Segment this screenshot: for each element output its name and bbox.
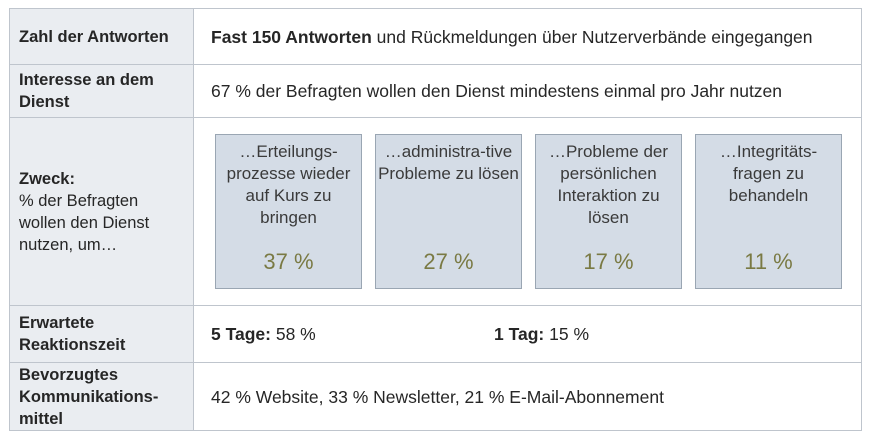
survey-summary-table: Zahl der Antworten Fast 150 Antworten un… bbox=[9, 8, 862, 431]
value-channel: 42 % Website, 33 % Newsletter, 21 % E-Ma… bbox=[194, 363, 862, 431]
row-purpose: Zweck: % der Befragten wollen den Dienst… bbox=[10, 118, 862, 306]
value-responses-rest: und Rückmeldungen über Nutzerverbände ei… bbox=[372, 27, 813, 47]
purpose-box-text: …administra-tive Probleme zu lösen bbox=[376, 135, 521, 247]
response-time-label: 5 Tage: bbox=[211, 324, 271, 344]
purpose-box-percent: 11 % bbox=[744, 249, 793, 275]
label-channel: Bevorzugtes Kommunikations-mittel bbox=[10, 363, 194, 431]
response-time-item: 1 Tag: 15 % bbox=[494, 323, 589, 345]
value-response-time: 5 Tage: 58 % 1 Tag: 15 % bbox=[194, 306, 862, 363]
purpose-box: …Probleme der persönlichen Interaktion z… bbox=[535, 134, 682, 289]
row-responses: Zahl der Antworten Fast 150 Antworten un… bbox=[10, 9, 862, 65]
purpose-box-text: …Erteilungs-prozesse wieder auf Kurs zu … bbox=[216, 135, 361, 247]
purpose-box-percent: 37 % bbox=[263, 249, 313, 275]
purpose-title: Zweck: bbox=[19, 168, 189, 190]
purpose-box-percent: 27 % bbox=[423, 249, 473, 275]
purpose-box: …administra-tive Probleme zu lösen 27 % bbox=[375, 134, 522, 289]
label-responses: Zahl der Antworten bbox=[10, 9, 194, 65]
row-channel: Bevorzugtes Kommunikations-mittel 42 % W… bbox=[10, 363, 862, 431]
label-interest: Interesse an dem Dienst bbox=[10, 65, 194, 118]
purpose-box-percent: 17 % bbox=[583, 249, 633, 275]
response-time-label: 1 Tag: bbox=[494, 324, 544, 344]
purpose-boxes: …Erteilungs-prozesse wieder auf Kurs zu … bbox=[211, 134, 861, 289]
label-purpose: Zweck: % der Befragten wollen den Dienst… bbox=[10, 118, 194, 306]
response-time-value: 15 % bbox=[544, 324, 589, 344]
purpose-subtitle: % der Befragten wollen den Dienst nutzen… bbox=[19, 190, 189, 256]
row-response-time: Erwartete Reaktionszeit 5 Tage: 58 % 1 T… bbox=[10, 306, 862, 363]
row-interest: Interesse an dem Dienst 67 % der Befragt… bbox=[10, 65, 862, 118]
purpose-box: …Erteilungs-prozesse wieder auf Kurs zu … bbox=[215, 134, 362, 289]
purpose-box: …Integritäts-fragen zu behandeln 11 % bbox=[695, 134, 842, 289]
value-responses: Fast 150 Antworten und Rückmeldungen übe… bbox=[194, 9, 862, 65]
value-interest: 67 % der Befragten wollen den Dienst min… bbox=[194, 65, 862, 118]
value-purpose: …Erteilungs-prozesse wieder auf Kurs zu … bbox=[194, 118, 862, 306]
value-responses-bold: Fast 150 Antworten bbox=[211, 27, 372, 47]
response-time-value: 58 % bbox=[271, 324, 316, 344]
purpose-box-text: …Integritäts-fragen zu behandeln bbox=[696, 135, 841, 247]
response-time-items: 5 Tage: 58 % 1 Tag: 15 % bbox=[211, 323, 861, 345]
response-time-item: 5 Tage: 58 % bbox=[211, 323, 494, 345]
purpose-box-text: …Probleme der persönlichen Interaktion z… bbox=[536, 135, 681, 247]
label-response-time: Erwartete Reaktionszeit bbox=[10, 306, 194, 363]
